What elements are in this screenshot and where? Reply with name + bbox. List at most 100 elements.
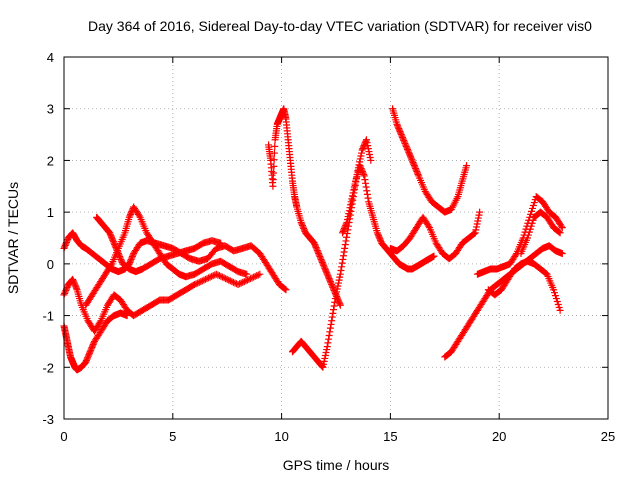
data-point-marker-fill [236, 280, 244, 288]
data-point-marker-fill [200, 276, 208, 284]
data-point-marker-fill [195, 278, 203, 286]
data-point-marker-fill [408, 157, 416, 165]
data-point-marker-fill [127, 255, 135, 263]
data-point-marker-fill [340, 226, 348, 234]
x-tick-label: 0 [60, 429, 67, 444]
data-point-marker-fill [107, 261, 115, 269]
data-point-marker-fill [414, 170, 422, 178]
data-point-marker-fill [194, 279, 202, 287]
data-point-marker [356, 162, 364, 170]
data-point-marker-fill [553, 298, 561, 306]
y-tick-label: -1 [42, 309, 54, 324]
data-point-marker [319, 260, 327, 268]
data-point-marker-fill [312, 244, 320, 252]
data-point-marker-fill [334, 279, 342, 287]
data-point-marker [476, 208, 484, 216]
data-point-marker-fill [403, 144, 411, 152]
x-tick-label: 10 [274, 429, 288, 444]
data-point-marker-fill [337, 267, 345, 275]
data-point-marker-fill [109, 238, 117, 246]
series-track-2 [60, 270, 264, 335]
data-point-marker-fill [529, 216, 537, 224]
data-point-marker-fill [127, 257, 135, 265]
x-tick-labels: 0 5 10 15 20 25 [60, 429, 615, 444]
data-point-marker [256, 270, 264, 278]
data-point-marker-fill [250, 273, 258, 281]
data-point-marker-fill [87, 345, 95, 353]
data-point-marker-fill [115, 251, 123, 259]
data-point-marker [523, 234, 531, 242]
data-point-marker-fill [362, 137, 370, 145]
x-tick-label: 15 [383, 429, 397, 444]
data-point-marker [328, 281, 336, 289]
data-point-marker-fill [83, 355, 91, 363]
data-point-marker [558, 224, 566, 232]
y-tick-label: -2 [42, 360, 54, 375]
data-point-marker-fill [376, 235, 384, 243]
data-point-marker [406, 151, 414, 159]
series-track-10 [386, 208, 484, 263]
data-point-marker [362, 136, 370, 144]
data-point-marker-fill [364, 145, 372, 153]
data-point-marker-fill [400, 138, 408, 146]
data-point-marker-fill [396, 128, 404, 136]
data-point-marker-fill [412, 165, 420, 173]
data-point-marker-fill [325, 332, 333, 340]
data-point-marker-fill [222, 275, 230, 283]
data-point-marker-fill [399, 135, 407, 143]
data-point-marker [367, 156, 375, 164]
data-point-marker-fill [85, 349, 93, 357]
data-point-marker-fill [358, 166, 366, 174]
data-point-marker-fill [270, 162, 278, 170]
data-point-marker-fill [403, 145, 411, 153]
data-point-marker [358, 146, 366, 154]
y-tick-label: 4 [47, 50, 54, 65]
data-point-marker-fill [399, 134, 407, 142]
data-point-marker-fill [254, 271, 262, 279]
data-point-marker-fill [342, 221, 350, 229]
data-point-marker-fill [326, 278, 334, 286]
data-point-marker [336, 301, 344, 309]
data-point-marker-fill [330, 306, 338, 314]
data-point-marker-fill [271, 142, 279, 150]
data-point-marker-fill [344, 216, 352, 224]
y-tick-label: 3 [47, 102, 54, 117]
data-point-marker-fill [126, 212, 134, 220]
data-point-marker-fill [70, 278, 78, 286]
data-point-marker [323, 343, 331, 351]
data-point-marker-fill [407, 153, 415, 161]
data-point-marker [125, 213, 133, 221]
data-point-marker-fill [203, 275, 211, 283]
series-track-9 [389, 105, 471, 216]
data-point-marker-fill [85, 351, 93, 359]
data-point-marker-fill [473, 220, 481, 228]
data-point-marker-fill [362, 179, 370, 187]
data-point-marker-fill [118, 257, 126, 265]
data-point-marker-fill [112, 244, 120, 252]
data-point-marker-fill [336, 300, 344, 308]
data-point-marker-fill [270, 149, 278, 157]
data-point-marker-fill [315, 251, 323, 259]
data-point-marker [269, 182, 277, 190]
data-point-marker-fill [117, 255, 125, 263]
data-point-marker-fill [413, 169, 421, 177]
data-point-marker-fill [329, 309, 337, 317]
data-point-marker-fill [325, 273, 333, 281]
data-point-marker [310, 239, 318, 247]
data-point-marker-fill [243, 276, 251, 284]
data-point-marker-fill [366, 153, 374, 161]
data-point-marker [243, 270, 251, 278]
data-point-marker-fill [365, 148, 373, 156]
data-points [60, 105, 566, 374]
data-point-marker-fill [333, 285, 341, 293]
data-point-marker [347, 198, 355, 206]
y-tick-label: 0 [47, 257, 54, 272]
data-point-marker-fill [350, 186, 358, 194]
data-point-marker-fill [413, 168, 421, 176]
data-point-marker-fill [555, 228, 563, 236]
series-track-11 [441, 242, 566, 361]
data-point-marker [402, 141, 410, 149]
data-point-marker-fill [321, 266, 329, 274]
data-point-marker-fill [226, 277, 234, 285]
data-point-marker-fill [89, 342, 97, 350]
